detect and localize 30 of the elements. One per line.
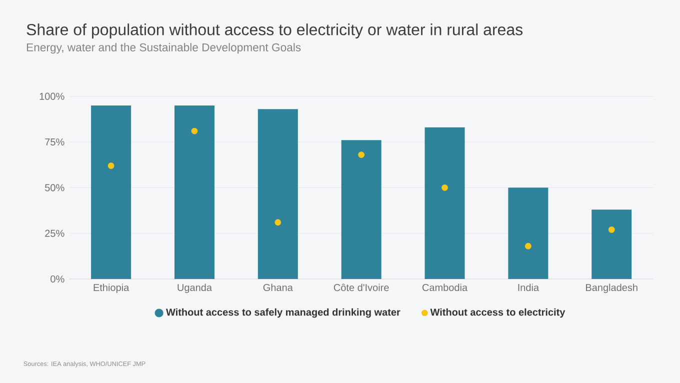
point	[191, 128, 198, 134]
y-tick-label: 25%	[45, 230, 64, 237]
x-tick-label: Uganda	[178, 284, 212, 294]
y-tick-label: 100%	[40, 92, 64, 100]
bar	[424, 127, 465, 280]
y-tick-label: 50%	[45, 184, 64, 192]
bar	[592, 210, 632, 280]
bar	[258, 109, 298, 280]
bar	[341, 140, 382, 280]
bar	[91, 105, 132, 280]
point	[108, 162, 114, 169]
x-tick-label: Ghana	[263, 284, 293, 292]
bar	[174, 105, 214, 280]
y-tick-label: 75%	[45, 138, 64, 146]
x-tick-label: Bangladesh	[586, 284, 638, 294]
point	[274, 219, 282, 226]
legend-label: Without access to electricity	[430, 308, 566, 318]
point	[358, 152, 365, 158]
x-tick-label: Cambodia	[422, 284, 468, 292]
point	[524, 242, 532, 250]
chart-title: Share of population without access to electricity or water in rural areas	[26, 24, 523, 38]
legend-label: Without access to safely managed drinking water	[166, 308, 400, 318]
x-tick-label: Côte d'Ivoire	[334, 284, 389, 292]
x-tick-label: Ethiopia	[94, 284, 130, 294]
y-tick-label: 0%	[50, 275, 64, 283]
x-tick-label: India	[518, 284, 540, 292]
chart-subtitle: Energy, water and the Sustainable Development Goals	[26, 43, 301, 54]
bar	[508, 188, 548, 280]
point	[442, 184, 448, 191]
point	[608, 226, 615, 233]
